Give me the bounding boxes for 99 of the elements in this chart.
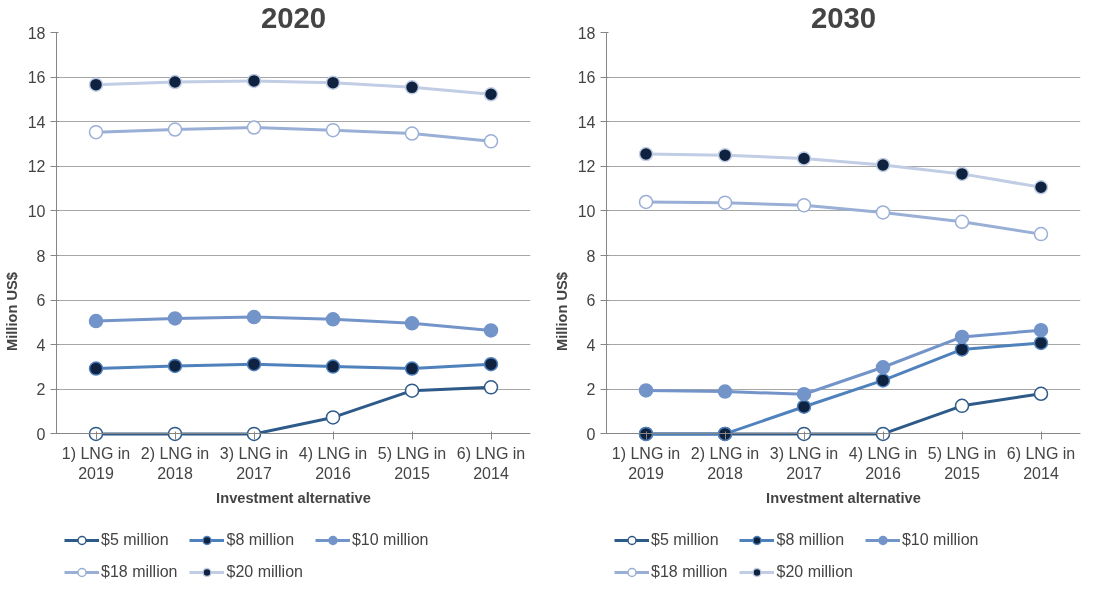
chart-title: 2030 [810,0,877,34]
point [325,312,341,327]
x-tick-label: 3) LNG in 2017 [769,444,839,483]
point [796,399,812,414]
y-tick-label: 18 [27,24,46,42]
point [796,387,812,402]
x-tick-label: 2) LNG in 2018 [690,444,760,483]
point [796,198,812,213]
y-tick-label: 16 [27,69,46,87]
point [88,361,104,376]
point [954,166,970,182]
x-tick-label: 3) LNG in 2017 [219,444,289,483]
y-tick-label: 0 [586,425,596,443]
point [1033,180,1049,195]
point [246,120,262,135]
point [167,74,183,90]
y-tick-label: 14 [577,113,596,131]
point [954,398,970,414]
point [875,360,891,375]
y-tick-label: 16 [577,69,596,87]
x-tick-label: 5) LNG in 2015 [377,444,447,483]
x-tick-label: 4) LNG in 2016 [298,444,368,483]
y-tick-label: 12 [27,158,46,176]
point [1033,323,1049,338]
point [1033,386,1049,402]
point [796,151,812,166]
legend-label: $5 million [101,531,169,549]
point [404,383,420,398]
y-tick-label: 4 [36,336,46,354]
x-tick-label: 4) LNG in 2016 [848,444,918,483]
point [246,309,262,325]
legend-label: $10 million [901,531,979,549]
legend-label: $8 million [776,531,845,549]
legend-label: $20 million [776,563,853,581]
point [1033,226,1049,242]
point [246,356,262,372]
x-axis-title: Investment alternative [216,489,371,506]
y-tick-label: 8 [586,247,596,265]
point [638,383,654,398]
legend-label: $8 million [226,531,295,549]
point [1033,335,1049,351]
point [638,146,654,162]
point [167,358,183,374]
point [404,361,420,376]
point [167,311,183,326]
y-tick-label: 6 [586,292,596,310]
point [325,410,341,425]
x-tick-label: 6) LNG in 2014 [1006,444,1076,483]
point [483,87,499,102]
y-tick-label: 10 [577,202,596,220]
point [325,75,341,90]
point [483,380,499,395]
legend-label: $18 million [651,563,728,581]
point [717,195,733,210]
y-tick-label: 8 [36,247,46,265]
point [483,356,499,372]
point [875,205,891,220]
point [954,342,970,357]
point [88,124,104,140]
y-axis-title: Million US$ [553,271,570,351]
point [88,77,104,92]
point [246,73,262,89]
point [483,134,499,149]
x-tick-label: 6) LNG in 2014 [456,444,526,483]
x-tick-label: 5) LNG in 2015 [927,444,997,483]
y-axis-title: Million US$ [3,271,20,351]
y-tick-label: 14 [27,113,46,131]
point [404,126,420,141]
point [717,147,733,163]
y-tick-label: 18 [577,24,596,42]
y-tick-label: 0 [36,425,46,443]
point [954,329,970,345]
point [638,194,654,210]
point [404,80,420,95]
legend-label: $10 million [351,531,429,549]
x-tick-label: 1) LNG in 2019 [61,444,131,483]
point [404,316,420,331]
point [717,384,733,399]
y-tick-label: 2 [586,381,596,399]
chart-title: 2020 [260,0,327,34]
point [167,122,183,137]
y-tick-label: 12 [577,158,596,176]
point [325,359,341,374]
point [875,373,891,388]
x-axis-title: Investment alternative [766,489,921,506]
y-tick-label: 6 [36,292,46,310]
y-tick-label: 4 [586,336,596,354]
y-tick-label: 10 [27,202,46,220]
y-tick-label: 2 [36,381,46,399]
legend-label: $5 million [651,531,719,549]
x-tick-label: 1) LNG in 2019 [611,444,681,483]
legend-label: $18 million [101,563,178,581]
point [88,313,104,329]
point [954,214,970,230]
x-tick-label: 2) LNG in 2018 [140,444,210,483]
point [875,157,891,173]
point [325,122,341,138]
point [483,323,499,338]
legend-label: $20 million [226,563,303,581]
